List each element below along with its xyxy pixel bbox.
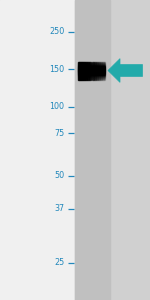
Bar <box>104 61 105 80</box>
Bar <box>93 61 94 80</box>
Bar <box>78 69 105 70</box>
Text: 100: 100 <box>50 102 64 111</box>
Text: 75: 75 <box>54 129 64 138</box>
Bar <box>78 61 105 62</box>
Bar <box>78 73 105 74</box>
Bar <box>94 61 95 80</box>
Bar <box>78 67 105 68</box>
Bar <box>75 0 150 300</box>
Bar <box>87 61 88 80</box>
Bar <box>78 70 105 71</box>
Bar <box>103 61 104 80</box>
Bar <box>78 74 105 75</box>
Bar <box>91 61 92 80</box>
Text: 150: 150 <box>49 64 64 74</box>
Bar <box>85 61 86 80</box>
Bar <box>78 77 105 78</box>
Bar <box>96 61 97 80</box>
Bar <box>0 0 75 300</box>
Bar <box>78 79 105 80</box>
Bar <box>100 61 101 80</box>
Bar <box>78 64 105 65</box>
Polygon shape <box>108 58 142 82</box>
Bar <box>86 61 87 80</box>
Bar <box>78 71 105 72</box>
Bar <box>102 61 103 80</box>
Bar <box>79 61 80 80</box>
Bar <box>98 61 99 80</box>
Bar <box>97 61 98 80</box>
Bar <box>78 66 105 67</box>
Text: 50: 50 <box>54 171 64 180</box>
Bar <box>82 61 83 80</box>
Text: 37: 37 <box>54 204 64 213</box>
Bar <box>99 61 100 80</box>
Bar <box>80 61 81 80</box>
Bar <box>78 68 105 69</box>
Bar <box>78 78 105 79</box>
Bar <box>75 0 110 300</box>
Bar <box>78 76 105 77</box>
Bar <box>78 75 105 76</box>
Bar <box>88 61 89 80</box>
Text: 25: 25 <box>54 258 64 267</box>
Bar <box>101 61 102 80</box>
Bar <box>78 61 79 80</box>
Bar <box>78 65 105 66</box>
Bar <box>78 72 105 73</box>
Bar <box>84 61 85 80</box>
Bar <box>92 61 93 80</box>
Bar <box>90 61 91 80</box>
Bar <box>78 62 105 63</box>
Text: 250: 250 <box>49 27 64 36</box>
Bar <box>78 63 105 64</box>
Bar <box>78 67 105 68</box>
Bar <box>81 61 82 80</box>
Bar <box>83 61 84 80</box>
Bar <box>95 61 96 80</box>
